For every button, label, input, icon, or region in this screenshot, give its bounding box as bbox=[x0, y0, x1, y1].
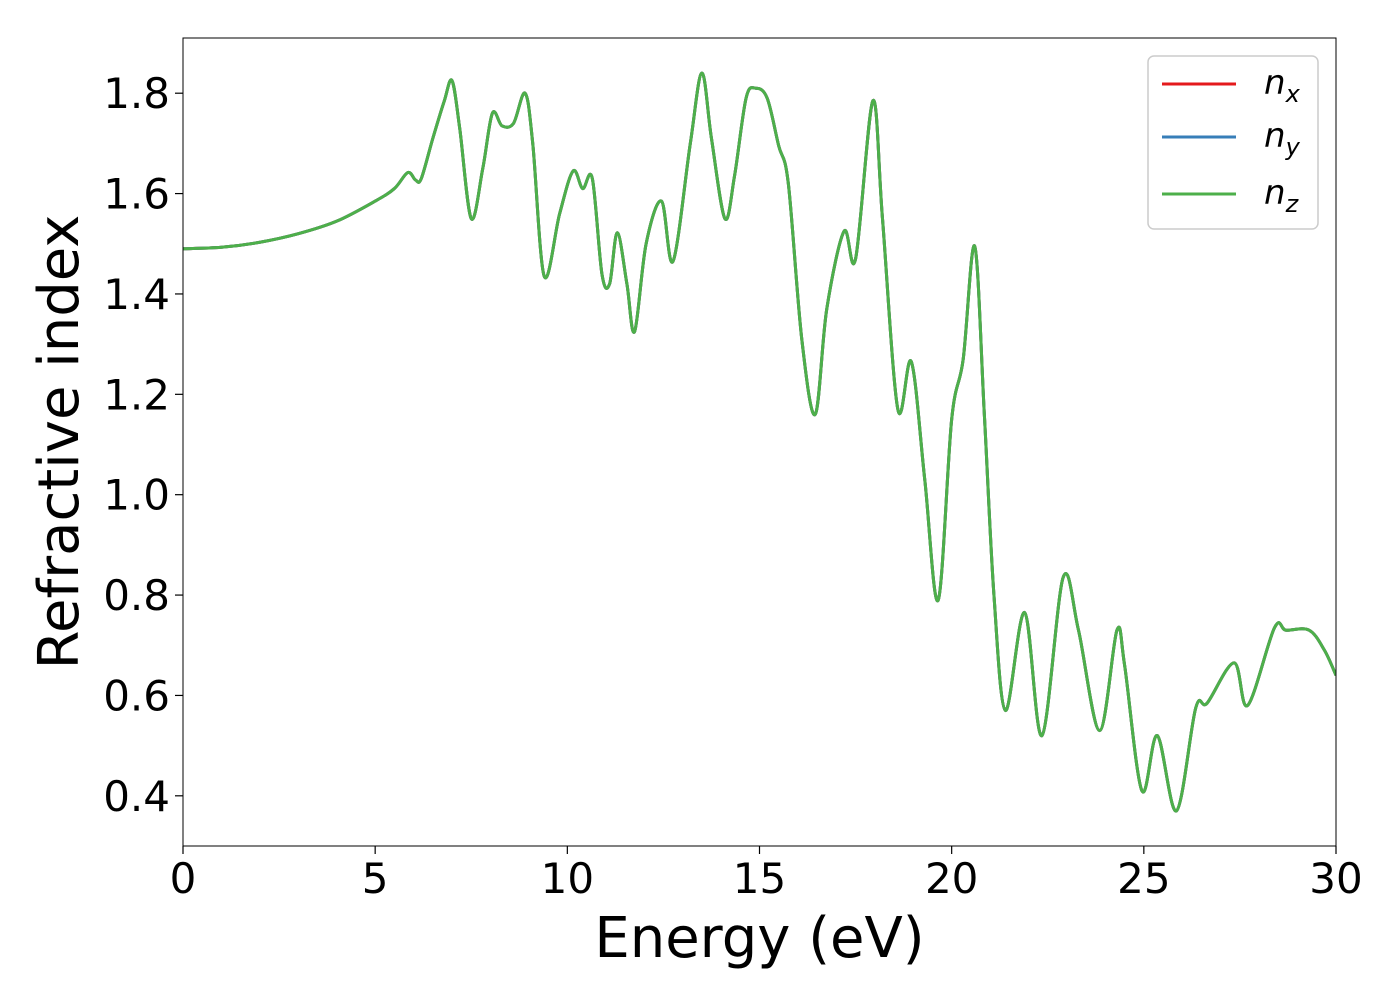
legend-label-nx: nx bbox=[1264, 63, 1301, 108]
x-tick-label: 20 bbox=[925, 854, 978, 903]
legend-label-nz: nz bbox=[1264, 173, 1300, 218]
x-tick-label: 15 bbox=[733, 854, 786, 903]
y-tick-label: 1.6 bbox=[103, 170, 170, 219]
y-axis-title: Refractive index bbox=[27, 215, 92, 670]
x-tick-label: 5 bbox=[362, 854, 389, 903]
y-tick-label: 1.8 bbox=[103, 69, 170, 118]
y-tick-label: 1.4 bbox=[103, 270, 170, 319]
y-tick-label: 0.4 bbox=[103, 772, 170, 821]
legend-box bbox=[1147, 55, 1319, 230]
x-axis-ticks: 0 5 10 15 20 25 30 bbox=[170, 846, 1363, 903]
y-tick-label: 1.2 bbox=[103, 370, 170, 419]
x-tick-label: 0 bbox=[170, 854, 197, 903]
series-layer bbox=[183, 71, 1336, 813]
legend-label-ny: ny bbox=[1264, 116, 1301, 161]
y-tick-label: 0.6 bbox=[103, 671, 170, 720]
x-tick-label: 25 bbox=[1117, 854, 1170, 903]
x-axis-title: Energy (eV) bbox=[594, 906, 924, 971]
x-tick-label: 30 bbox=[1309, 854, 1362, 903]
legend: nx ny nz bbox=[1147, 55, 1319, 230]
x-tick-label: 10 bbox=[541, 854, 594, 903]
series-line-nz bbox=[183, 71, 1336, 813]
y-axis-ticks: 0.4 0.6 0.8 1.0 1.2 1.4 1.6 1.8 bbox=[103, 69, 183, 821]
y-tick-label: 0.8 bbox=[103, 571, 170, 620]
y-tick-label: 1.0 bbox=[103, 471, 170, 520]
